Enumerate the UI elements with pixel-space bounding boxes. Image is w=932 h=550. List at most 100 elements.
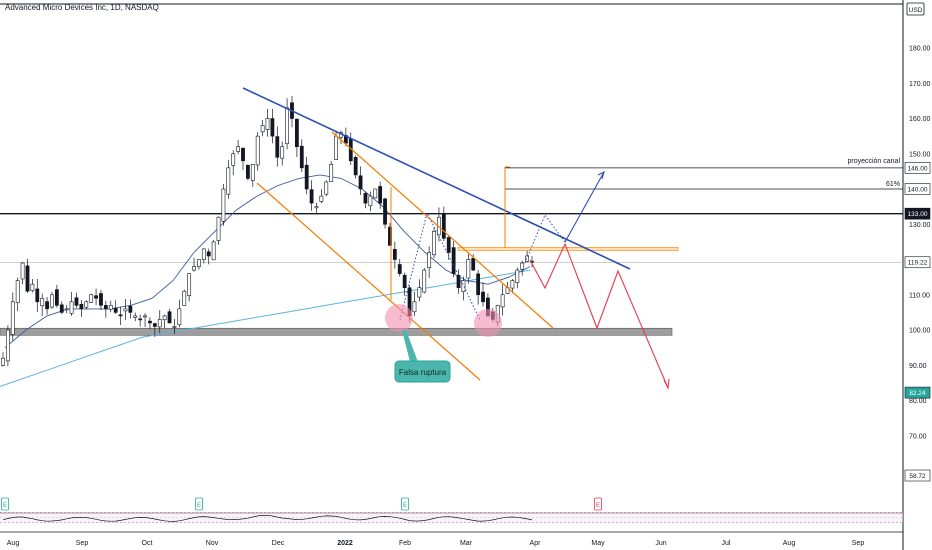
- candle-body: [182, 290, 187, 306]
- candle-body: [334, 135, 338, 160]
- earnings-marker-label: E: [596, 503, 600, 509]
- candle-body: [25, 265, 30, 292]
- candle-body: [427, 252, 432, 269]
- y-tick-label: 180.00: [909, 46, 931, 53]
- candle-body: [304, 164, 309, 190]
- candle-body: [123, 308, 128, 312]
- candle-body: [152, 323, 157, 327]
- candle-body: [59, 304, 64, 313]
- candle-body: [500, 294, 505, 308]
- candle-body: [133, 315, 138, 318]
- bearish-arrow-head[interactable]: [663, 378, 670, 390]
- highlight-circle-mar[interactable]: [474, 309, 502, 337]
- candle-body: [363, 193, 368, 204]
- bearish-projection-path[interactable]: [529, 242, 669, 389]
- candle-body: [373, 188, 378, 199]
- candle-body: [255, 135, 260, 166]
- candle-body: [324, 181, 329, 195]
- x-tick-label: Sep: [76, 540, 89, 547]
- candle-body: [476, 273, 481, 296]
- x-tick-label: Apr: [530, 540, 542, 547]
- price-badge: [904, 207, 931, 220]
- currency-box[interactable]: [906, 2, 925, 16]
- y-tick-label: 130.00: [909, 222, 931, 229]
- candle-body: [143, 315, 147, 318]
- candle-body: [383, 198, 387, 225]
- candle-body: [94, 295, 98, 299]
- bullish-projection-path[interactable]: [564, 171, 605, 243]
- candle-body: [402, 274, 407, 288]
- y-tick-label: 80.00: [909, 398, 927, 405]
- price-badge: [904, 386, 931, 399]
- candle-body: [241, 147, 245, 162]
- entry-zone[interactable]: [457, 247, 679, 251]
- candle-body: [113, 307, 118, 313]
- candle-body: [265, 118, 270, 130]
- candle-body: [192, 266, 196, 271]
- fast-moving-average: [4, 174, 531, 348]
- price-badge-label: 146.00: [908, 165, 928, 172]
- dotted-path-right[interactable]: [524, 213, 566, 264]
- candle-body: [15, 280, 20, 304]
- highlight-circle-feb[interactable]: [385, 304, 413, 332]
- candle-body: [417, 287, 422, 298]
- candle-body: [236, 146, 241, 152]
- candle-body: [358, 175, 363, 190]
- drawing-layer[interactable]: [242, 87, 670, 390]
- candle-body: [309, 189, 314, 204]
- candle-body: [294, 118, 299, 148]
- candle-body: [211, 241, 216, 261]
- candle-body: [108, 305, 113, 310]
- price-axis[interactable]: 70.0080.0090.00100.00110.00120.00130.001…: [909, 46, 931, 441]
- candle-body: [40, 297, 45, 307]
- candle-body: [397, 264, 402, 274]
- dotted-path-left[interactable]: [399, 211, 481, 321]
- candle-body: [471, 258, 476, 271]
- candle-body: [50, 294, 54, 308]
- channel-upper-line[interactable]: [331, 131, 554, 329]
- x-tick-label: Jul: [722, 540, 731, 547]
- candle-body: [246, 164, 250, 179]
- y-tick-label: 160.00: [909, 116, 931, 123]
- candle-body: [35, 288, 40, 303]
- candle-body: [388, 226, 392, 246]
- candle-body: [30, 283, 35, 291]
- candle-body: [280, 146, 285, 159]
- price-badge: [904, 162, 931, 174]
- candle-body: [99, 293, 103, 306]
- y-tick-label: 150.00: [909, 151, 931, 158]
- x-tick-label: Nov: [206, 540, 219, 547]
- callout-label: Falsa ruptura: [399, 368, 447, 377]
- candle-body: [412, 301, 417, 313]
- support-zone[interactable]: [0, 327, 673, 336]
- candle-body: [461, 280, 466, 292]
- x-tick-label: Dec: [272, 540, 285, 547]
- currency-label: USD: [909, 7, 923, 14]
- price-badge: [904, 183, 931, 195]
- candle-body: [162, 315, 167, 321]
- bullish-arrow-head[interactable]: [597, 170, 605, 180]
- time-axis[interactable]: Aug Sep Oct Nov Dec 2022 Feb Mar Apr May Jun Jul Aug…: [7, 540, 865, 547]
- price-badge-label: 140.00: [908, 187, 928, 194]
- descending-trendline[interactable]: [242, 87, 631, 270]
- x-tick-label: Feb: [399, 540, 411, 547]
- projection-measure[interactable]: [504, 166, 510, 248]
- callout-pointer: [402, 330, 418, 362]
- candle-body: [221, 188, 226, 222]
- price-badge-label: 133.00: [908, 211, 928, 218]
- candle-body: [466, 259, 471, 279]
- candle-body: [353, 157, 358, 176]
- candle-body: [54, 289, 59, 306]
- projection-label: proyección canal: [847, 158, 900, 165]
- channel-lower-line[interactable]: [256, 182, 481, 381]
- price-badge: [904, 469, 931, 482]
- candle-body: [177, 308, 182, 326]
- candle-body: [79, 303, 84, 310]
- slow-moving-average: [0, 269, 531, 387]
- candle-body: [314, 206, 319, 209]
- callout-box[interactable]: [394, 360, 451, 383]
- candle-body: [515, 269, 520, 283]
- candle-body: [392, 249, 397, 260]
- moving-averages: [0, 174, 531, 387]
